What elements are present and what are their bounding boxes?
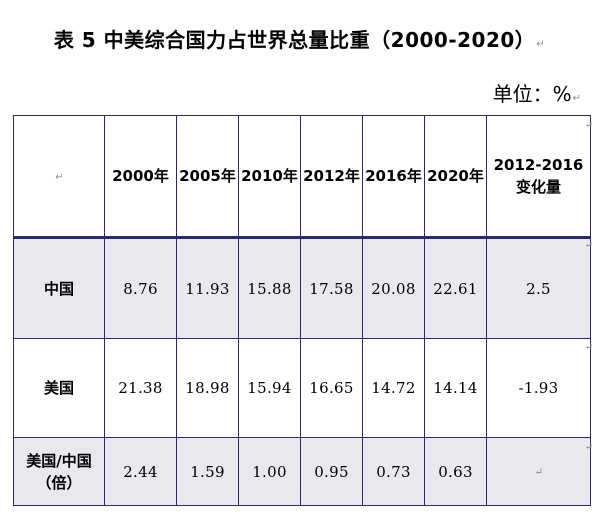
table-cell: 1.00 — [238, 437, 301, 506]
paragraph-mark-icon: ↵ — [534, 467, 544, 478]
table-cell: 17.58 — [300, 237, 363, 339]
table-cell: 21.38 — [104, 338, 177, 438]
data-table: ↵ 2000年 2005年 2010年 2012年 2016年 2020年 20… — [13, 115, 591, 506]
header-cell-2000: 2000年 — [104, 115, 177, 239]
paragraph-mark-icon: ↵ — [55, 171, 64, 183]
unit-label: 单位：%↵ — [493, 78, 581, 107]
table-title: 表 5 中美综合国力占世界总量比重（2000-2020）↵ — [0, 24, 599, 53]
row-label: 美国 — [13, 338, 105, 438]
table-cell: 20.08 — [362, 237, 425, 339]
header-row: ↵ 2000年 2005年 2010年 2012年 2016年 2020年 20… — [13, 115, 591, 239]
row-end-mark-icon: ↵ — [584, 342, 593, 353]
table-cell: 2.5 — [486, 237, 591, 339]
table-cell: 2.44 — [104, 437, 177, 506]
table-cell: 15.88 — [238, 237, 301, 339]
table-cell: 11.93 — [176, 237, 239, 339]
table-cell: 16.65 — [300, 338, 363, 438]
table-cell: 0.73 — [362, 437, 425, 506]
header-cell-2012: 2012年 — [300, 115, 363, 239]
table-cell: -1.93 — [486, 338, 591, 438]
header-cell-2020: 2020年 — [424, 115, 487, 239]
row-label: 美国/中国（倍） — [13, 437, 105, 506]
row-label: 中国 — [13, 237, 105, 339]
table-cell: 1.59 — [176, 437, 239, 506]
paragraph-mark-icon: ↵ — [572, 93, 581, 104]
table-title-text: 表 5 中美综合国力占世界总量比重（2000-2020） — [53, 28, 536, 52]
table-cell: 0.63 — [424, 437, 487, 506]
header-cell-2016: 2016年 — [362, 115, 425, 239]
table-cell: 14.14 — [424, 338, 487, 438]
header-cell-2005: 2005年 — [176, 115, 239, 239]
unit-text: 单位：% — [492, 82, 572, 106]
table-cell: 22.61 — [424, 237, 487, 339]
header-cell-empty: ↵ — [13, 115, 105, 239]
row-end-mark-icon: ↵ — [584, 120, 593, 131]
paragraph-mark-icon: ↵ — [536, 39, 546, 50]
table-cell: ↵ — [486, 437, 591, 506]
header-cell-change: 2012-2016变化量 — [486, 115, 591, 239]
table-row-usa: 美国 21.38 18.98 15.94 16.65 14.72 14.14 -… — [13, 338, 591, 438]
table-cell: 18.98 — [176, 338, 239, 438]
row-end-mark-icon: ↵ — [584, 442, 593, 453]
table-cell: 14.72 — [362, 338, 425, 438]
table-row-ratio: 美国/中国（倍） 2.44 1.59 1.00 0.95 0.73 0.63 ↵ — [13, 437, 591, 506]
header-cell-2010: 2010年 — [238, 115, 301, 239]
table-cell: 8.76 — [104, 237, 177, 339]
table-cell: 0.95 — [300, 437, 363, 506]
table-cell: 15.94 — [238, 338, 301, 438]
row-end-mark-icon: ↵ — [584, 240, 593, 251]
table-row-china: 中国 8.76 11.93 15.88 17.58 20.08 22.61 2.… — [13, 237, 591, 339]
